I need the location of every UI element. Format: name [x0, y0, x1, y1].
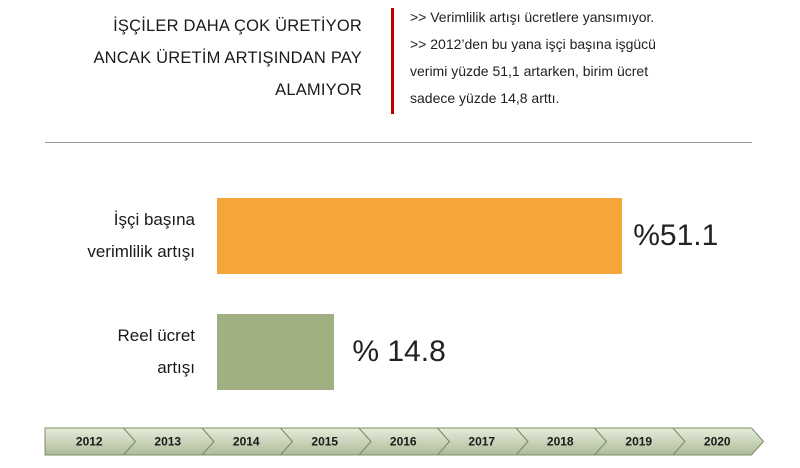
- timeline-year: 2013: [154, 435, 181, 449]
- timeline-year: 2019: [625, 435, 652, 449]
- value-label: %51.1: [633, 219, 719, 252]
- timeline-segment: [671, 427, 765, 456]
- separator: [45, 142, 752, 143]
- category-label: Reel ücret artışı: [117, 326, 195, 377]
- note: >> Verimlilik artışı ücretlere yansımıyo…: [410, 9, 655, 25]
- divider: [391, 8, 394, 114]
- timeline-year: 2016: [390, 435, 417, 449]
- value-label: % 14.8: [352, 335, 446, 368]
- timeline-year: 2014: [233, 435, 260, 449]
- category-label: İşçi başına verimlilik artışı: [87, 210, 195, 261]
- timeline: 2012 2013 2014 2015 2016 2017 2018 2019 2020: [44, 427, 765, 456]
- timeline-year: 2020: [704, 435, 731, 449]
- bar: [217, 198, 623, 274]
- timeline-year: 2018: [547, 435, 574, 449]
- note: >> 2012’den bu yana işçi başına işgücü v…: [410, 36, 656, 106]
- title: İŞÇİLER DAHA ÇOK ÜRETİYOR ANCAK ÜRETİM A…: [93, 17, 362, 99]
- notes: >> Verimlilik artışı ücretlere yansımıyo…: [410, 4, 770, 112]
- bar: [217, 314, 335, 390]
- timeline-year: 2015: [311, 435, 338, 449]
- timeline-year: 2017: [468, 435, 495, 449]
- timeline-year: 2012: [76, 435, 103, 449]
